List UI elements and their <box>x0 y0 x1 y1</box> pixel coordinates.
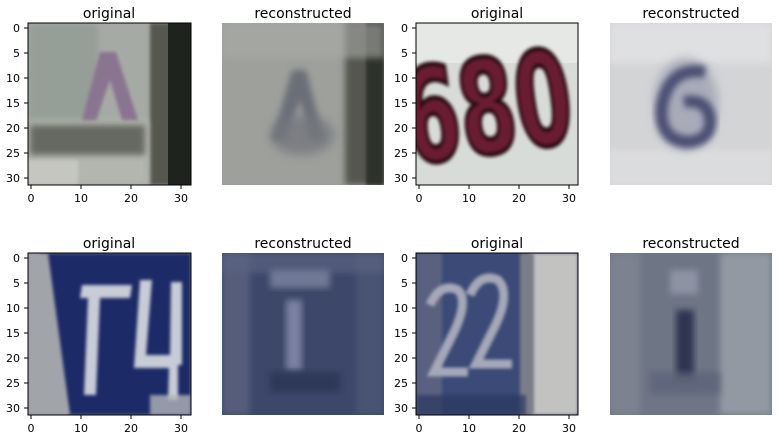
digit-image <box>610 253 772 415</box>
x-axis <box>416 414 578 419</box>
y-axis <box>412 23 417 185</box>
x-axis <box>28 414 191 419</box>
panel-original-1: original 0 <box>6 6 192 205</box>
panel-reconstructed-2: reconstructed <box>610 6 772 185</box>
x-axis <box>28 184 191 189</box>
panel-original-4: original <box>394 236 579 435</box>
y-tick-label: 10 <box>394 72 408 85</box>
y-tick-label: 20 <box>6 122 20 135</box>
y-tick-label: 0 <box>401 252 408 265</box>
y-tick-label: 15 <box>394 97 408 110</box>
y-tick-label: 25 <box>6 377 20 390</box>
y-tick-label: 20 <box>394 122 408 135</box>
x-tick-label: 0 <box>28 422 35 435</box>
panel-title: original <box>83 6 135 22</box>
x-tick-label: 20 <box>124 192 138 205</box>
x-tick-label: 0 <box>416 192 423 205</box>
y-tick-label: 15 <box>394 327 408 340</box>
x-tick-label: 30 <box>174 422 188 435</box>
panel-title: reconstructed <box>254 6 351 22</box>
y-tick-label: 25 <box>394 147 408 160</box>
digit-text: 680 <box>393 21 582 195</box>
digit-image <box>28 23 191 185</box>
y-tick-label: 5 <box>13 277 20 290</box>
panel-original-2: original 680 0 5 10 15 <box>393 6 582 205</box>
panel-original-3: original 0 <box>6 236 192 435</box>
digit-image <box>610 23 772 185</box>
y-tick-label: 15 <box>6 97 20 110</box>
y-tick-label: 10 <box>6 72 20 85</box>
y-tick-label: 30 <box>6 172 20 185</box>
y-axis <box>412 253 417 415</box>
x-tick-label: 20 <box>512 422 526 435</box>
panel-title: original <box>83 236 135 252</box>
y-tick-label: 0 <box>13 252 20 265</box>
x-tick-label: 30 <box>562 192 576 205</box>
y-tick-label: 10 <box>6 302 20 315</box>
y-tick-label: 20 <box>394 352 408 365</box>
y-tick-label: 15 <box>6 327 20 340</box>
y-tick-label: 0 <box>13 22 20 35</box>
y-tick-label: 30 <box>394 172 408 185</box>
y-tick-label: 0 <box>401 22 408 35</box>
digit-image <box>222 23 384 185</box>
y-tick-label: 5 <box>13 47 20 60</box>
digit-image <box>416 253 578 415</box>
x-tick-label: 30 <box>562 422 576 435</box>
panel-title: reconstructed <box>254 236 351 252</box>
panel-title: reconstructed <box>642 6 739 22</box>
digit-image <box>28 253 191 415</box>
y-tick-label: 20 <box>6 352 20 365</box>
panel-reconstructed-4: reconstructed <box>610 236 772 415</box>
panel-title: original <box>471 6 523 22</box>
digit-image: 680 <box>393 21 582 195</box>
x-tick-label: 30 <box>174 192 188 205</box>
panel-title: original <box>471 236 523 252</box>
y-tick-label: 25 <box>6 147 20 160</box>
y-axis <box>24 23 29 185</box>
x-tick-label: 20 <box>512 192 526 205</box>
panel-reconstructed-1: reconstructed <box>222 6 384 185</box>
y-axis <box>24 253 29 415</box>
x-tick-label: 10 <box>462 422 476 435</box>
y-tick-label: 10 <box>394 302 408 315</box>
y-tick-label: 30 <box>394 402 408 415</box>
panel-reconstructed-3: reconstructed <box>222 236 384 415</box>
x-tick-label: 20 <box>124 422 138 435</box>
y-tick-label: 25 <box>394 377 408 390</box>
y-tick-label: 5 <box>401 47 408 60</box>
y-tick-label: 30 <box>6 402 20 415</box>
panel-title: reconstructed <box>642 236 739 252</box>
y-tick-label: 5 <box>401 277 408 290</box>
x-tick-label: 10 <box>74 422 88 435</box>
x-tick-label: 0 <box>28 192 35 205</box>
x-tick-label: 10 <box>462 192 476 205</box>
digit-image <box>222 253 384 415</box>
x-axis <box>416 184 578 189</box>
x-tick-label: 0 <box>416 422 423 435</box>
x-tick-label: 10 <box>74 192 88 205</box>
